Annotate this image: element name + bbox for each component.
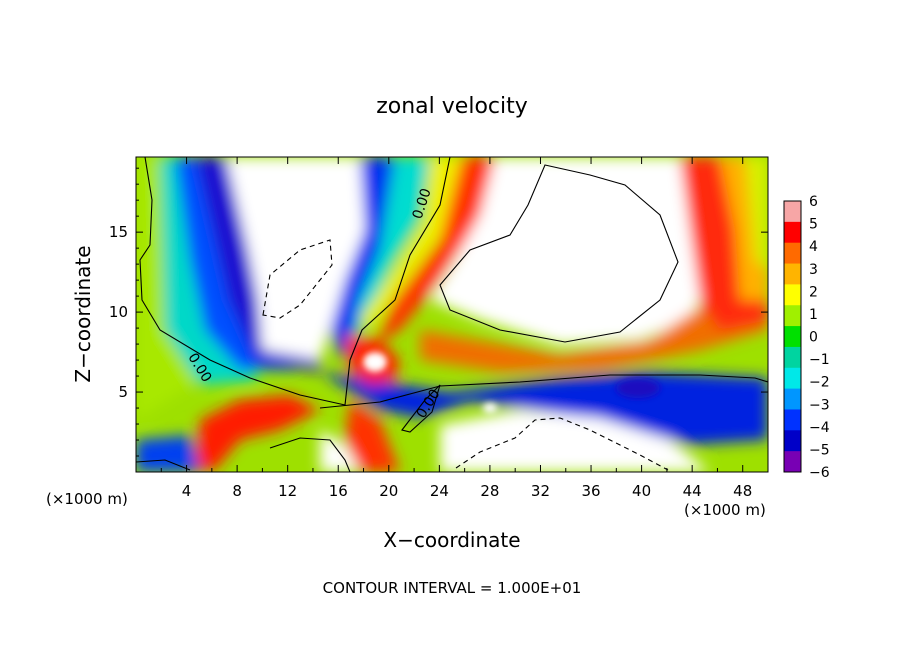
- contour-zero-blob: [439, 164, 679, 343]
- contour-zero-left: [139, 157, 451, 406]
- colorbar-label: 3: [809, 262, 818, 278]
- y-axis-label: Z−coordinate: [71, 245, 95, 382]
- colorbar-swatch: [784, 263, 801, 285]
- colorbar-swatch: [784, 305, 801, 327]
- x-tick-label: 36: [581, 482, 600, 500]
- colorbar-label: 1: [809, 307, 818, 323]
- colorbar-swatch: [784, 284, 801, 306]
- colorbar-swatch: [784, 451, 801, 473]
- x-axis-label: X−coordinate: [383, 528, 520, 552]
- heatmap-field: [136, 157, 768, 472]
- colorbar-label: −5: [809, 442, 830, 458]
- colorbar-swatch: [784, 409, 801, 431]
- x-unit-label-right: (×1000 m): [684, 501, 766, 519]
- colorbar-label: −3: [809, 397, 830, 413]
- contour-lines: [136, 157, 768, 472]
- colorbar-label: −4: [809, 420, 830, 436]
- contour-loop-small: [401, 384, 441, 433]
- x-axis-ticks: 4 8 12 16 20 24 28 32 36 40 44 48: [160, 157, 752, 500]
- colorbar-frame: [783, 200, 802, 473]
- colorbar-label: 2: [809, 284, 818, 300]
- colorbar-swatch: [784, 201, 801, 223]
- colorbar-label: −6: [809, 465, 830, 481]
- contour-dashed-upper: [262, 239, 333, 319]
- contour-interval-footer: CONTOUR INTERVAL = 1.000E+01: [323, 579, 582, 597]
- x-tick-label: 12: [278, 482, 297, 500]
- y-axis-ticks: 5 10 15: [109, 167, 768, 457]
- chart-title: zonal velocity: [376, 94, 528, 119]
- colorbar-swatch: [784, 221, 801, 244]
- y-tick-label: 5: [118, 383, 128, 401]
- colorbar-swatch: [784, 388, 801, 410]
- plot-frame: [135, 156, 769, 473]
- colorbar-swatch: [784, 326, 801, 348]
- x-tick-label: 48: [733, 482, 752, 500]
- x-tick-label: 28: [480, 482, 499, 500]
- colorbar-swatch: [784, 367, 801, 390]
- colorbar-label: −2: [809, 375, 830, 391]
- x-tick-label: 4: [182, 482, 192, 500]
- colorbar-label: −1: [809, 352, 830, 368]
- x-tick-label: 32: [531, 482, 550, 500]
- colorbar-label: 6: [809, 194, 818, 210]
- x-tick-label: 44: [683, 482, 702, 500]
- colorbar-swatch: [784, 346, 801, 369]
- x-tick-label: 20: [379, 482, 398, 500]
- colorbar-swatch: [784, 242, 801, 265]
- contour-bottom-left: [136, 437, 351, 472]
- contour-zero-lower: [319, 374, 768, 409]
- x-tick-label: 40: [632, 482, 651, 500]
- x-tick-label: 8: [232, 482, 242, 500]
- colorbar-label: 4: [809, 239, 818, 255]
- colorbar-label: 5: [809, 217, 818, 233]
- colorbar-label: 0: [809, 330, 818, 346]
- y-tick-label: 10: [109, 303, 128, 321]
- colorbar-swatch: [784, 430, 801, 452]
- colorbar: 6 5 4 3 2 1 0 −1 −2 −3 −4 −5 −6: [783, 194, 830, 481]
- x-tick-label: 16: [329, 482, 348, 500]
- x-tick-label: 24: [430, 482, 449, 500]
- y-tick-label: 15: [109, 223, 128, 241]
- x-unit-label: (×1000 m): [46, 490, 128, 508]
